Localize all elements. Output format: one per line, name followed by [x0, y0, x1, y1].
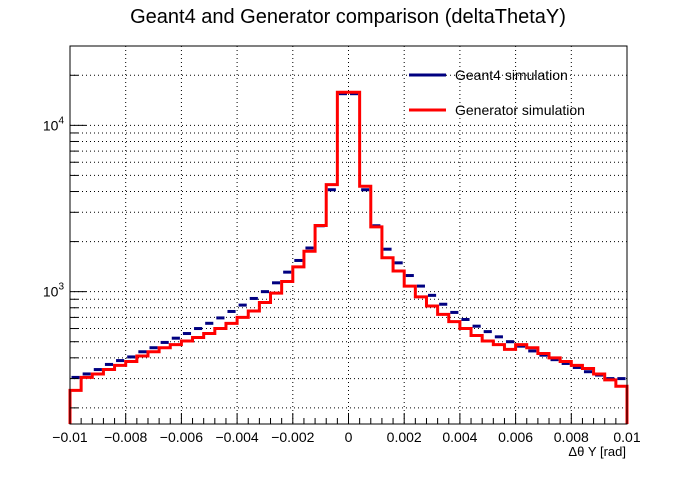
x-tick-label: 0 — [345, 429, 353, 445]
x-tick-label: −0.004 — [215, 429, 258, 445]
x-tick-label: −0.006 — [160, 429, 203, 445]
x-tick-label: −0.008 — [104, 429, 147, 445]
legend: Geant4 simulation Generator simulation — [409, 67, 585, 118]
axis-layer: −0.01 −0.008 −0.006 −0.004 −0.002 0 0.002 0.004… — [43, 45, 641, 445]
generator-step-line — [68, 90, 629, 424]
x-tick-label: 0.002 — [387, 429, 422, 445]
x-tick-label: 0.006 — [498, 429, 533, 445]
x-tick-label: 0.008 — [554, 429, 589, 445]
x-axis-label: Δθ Y [rad] — [568, 444, 626, 459]
x-tick-label: −0.01 — [52, 429, 88, 445]
x-tick-label: 0.004 — [442, 429, 477, 445]
y-tick-label: 103 — [43, 282, 65, 300]
legend-geant4-label: Geant4 simulation — [455, 67, 568, 83]
legend-generator-label: Generator simulation — [455, 102, 585, 118]
x-tick-label: 0.01 — [613, 429, 640, 445]
series-layer — [68, 90, 629, 424]
x-tick-label: −0.002 — [271, 429, 314, 445]
y-tick-label: 104 — [43, 115, 65, 133]
chart-title: Geant4 and Generator comparison (deltaTh… — [130, 6, 566, 28]
